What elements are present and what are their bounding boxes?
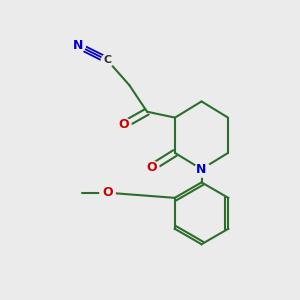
Text: C: C (103, 55, 111, 65)
Text: N: N (73, 39, 83, 52)
Text: O: O (118, 118, 129, 131)
Text: O: O (146, 161, 157, 174)
Text: O: O (102, 186, 112, 199)
Text: N: N (196, 163, 207, 176)
